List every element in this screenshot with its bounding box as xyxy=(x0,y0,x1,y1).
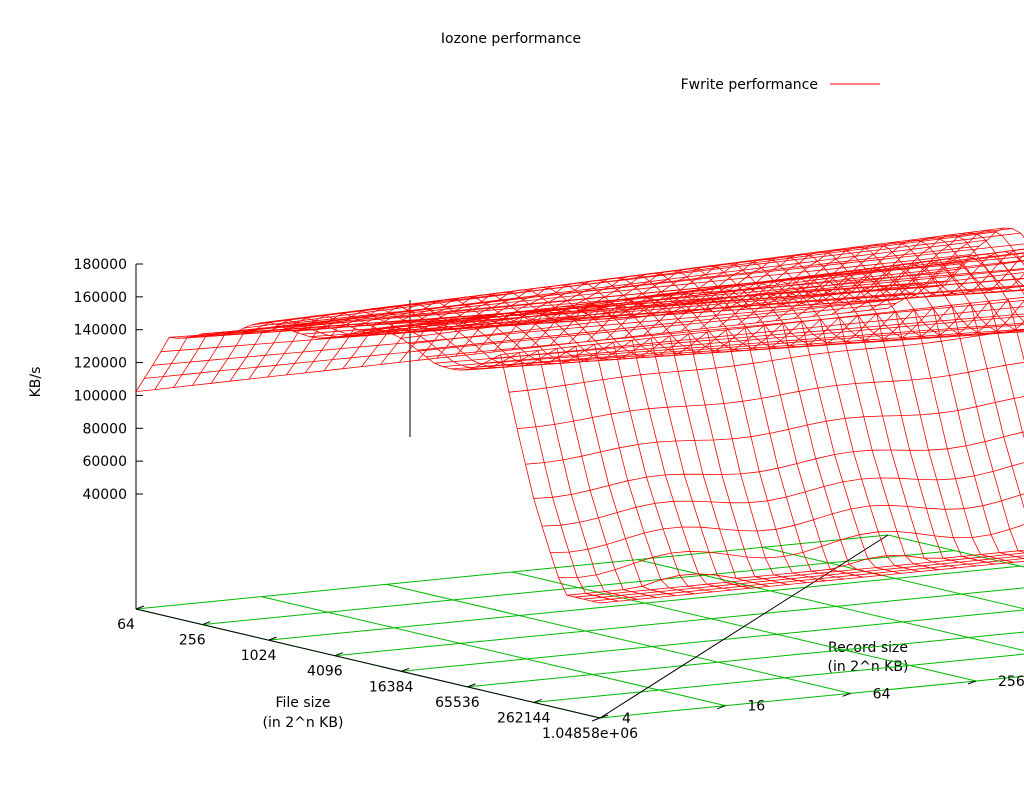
surface-line-file xyxy=(442,322,1024,367)
x-axis-label-line2: (in 2^n KB) xyxy=(263,715,344,731)
z-tick-label: 160000 xyxy=(74,290,127,306)
grid-line-file xyxy=(401,609,1024,672)
grid-line-record xyxy=(637,559,1024,652)
surface-line-file xyxy=(152,298,905,366)
surface-line-file xyxy=(550,493,1024,553)
surface-line-file xyxy=(202,271,955,335)
z-tick-label: 100000 xyxy=(74,388,127,404)
z-tick-label: 60000 xyxy=(82,454,127,470)
surface-line-file xyxy=(276,243,1024,326)
surface-line-file xyxy=(434,313,1024,364)
fwrite-surface xyxy=(135,227,1024,604)
x-tick-mark xyxy=(467,683,476,688)
z-axis-label: KB/s xyxy=(28,367,44,398)
surface-line-record xyxy=(192,314,657,598)
surface-line-file xyxy=(243,231,996,329)
surface-line-file xyxy=(541,462,1024,527)
surface-line-file xyxy=(583,555,1024,600)
surface-line-file xyxy=(566,549,1024,596)
surface-line-file xyxy=(359,260,1024,332)
x-tick-label: 1.04858e+06 xyxy=(542,726,638,742)
tick-labels: 64 256 1024 4096 16384 65536 2621441.04858e+06… xyxy=(74,257,1024,742)
surface-line-file xyxy=(492,306,1024,360)
x-tick-mark xyxy=(202,621,211,626)
grid-line-file xyxy=(599,675,1024,719)
surface-line-file xyxy=(599,560,1024,604)
x-tick-label: 65536 xyxy=(435,695,480,711)
x-tick-mark xyxy=(599,714,609,719)
grid-line-record xyxy=(261,596,726,707)
surface-line-record xyxy=(323,298,789,585)
surface-line-file xyxy=(508,329,1024,393)
y-tick-label: 64 xyxy=(873,686,891,702)
z-tick-label: 40000 xyxy=(82,487,127,503)
surface-line-file xyxy=(533,431,1024,499)
surface-line-file xyxy=(525,396,1024,465)
x-tick-label: 64 xyxy=(117,617,135,633)
surface-line-file xyxy=(417,285,1024,351)
legend-label: Fwrite performance xyxy=(681,77,818,93)
x-tick-label: 1024 xyxy=(241,648,277,664)
surface-line-record xyxy=(793,239,1024,319)
x-tick-mark xyxy=(135,605,145,610)
grid-line-file xyxy=(467,631,1024,688)
y-axis-label-line2: (in 2^n KB) xyxy=(828,659,909,675)
y-tick-mark xyxy=(967,680,977,685)
x-axis-label-line1: File size xyxy=(275,695,330,711)
surface-line-file xyxy=(558,524,1024,579)
surface-line-file xyxy=(343,277,1024,337)
surface-line-file xyxy=(401,260,1024,339)
surface-line-file xyxy=(384,248,1024,332)
surface-line-file xyxy=(268,232,1021,323)
y-tick-mark xyxy=(717,705,726,710)
surface-line-record xyxy=(511,275,977,567)
base-grid xyxy=(135,534,1024,719)
x-tick-mark xyxy=(533,698,542,703)
surface-line-file xyxy=(483,315,1024,364)
x-tick-label: 262144 xyxy=(497,710,551,726)
x-tick-label: 4096 xyxy=(307,664,343,680)
grid-line-record xyxy=(887,534,1024,568)
y-tick-mark xyxy=(591,717,601,722)
surface-line-file xyxy=(260,228,1013,324)
surface-line-file xyxy=(235,239,988,333)
surface-line-file xyxy=(591,558,1024,602)
y-tick-label: 16 xyxy=(747,699,765,715)
surface-line-file xyxy=(409,272,1024,345)
surface-line-record xyxy=(380,291,845,580)
surface-line-file xyxy=(392,252,1024,335)
z-tick-label: 120000 xyxy=(74,356,127,372)
surface-line-file xyxy=(135,307,889,392)
surface-line-file xyxy=(144,302,897,379)
surface-line-file xyxy=(218,254,971,334)
grid-line-record xyxy=(386,583,851,694)
x-tick-label: 16384 xyxy=(369,679,414,695)
x-tick-mark xyxy=(334,652,344,657)
axes xyxy=(135,264,889,719)
z-tick-label: 140000 xyxy=(74,323,127,339)
surface-line-file xyxy=(517,361,1024,430)
y-axis-label-line1: Record size xyxy=(828,640,908,656)
surface-line-file xyxy=(467,330,1024,371)
x-tick-mark xyxy=(268,636,277,641)
surface-line-record xyxy=(436,284,901,574)
x-tick-mark xyxy=(400,667,410,672)
z-tick-label: 80000 xyxy=(82,421,127,437)
y-tick-label: 4 xyxy=(622,711,631,727)
z-tick-label: 180000 xyxy=(74,257,127,273)
chart-title: Iozone performance xyxy=(441,31,581,47)
y-tick-mark xyxy=(842,692,851,697)
y-tick-label: 256 xyxy=(998,674,1024,690)
file-size-axis xyxy=(135,608,601,719)
record-size-axis xyxy=(599,534,889,719)
surface-line-record xyxy=(868,229,1024,311)
surface-line-file xyxy=(450,328,1024,370)
surface-line-file xyxy=(575,552,1024,598)
surface-line-file xyxy=(500,296,1024,355)
surface-line-record xyxy=(361,294,826,582)
surface-line-file xyxy=(475,324,1024,368)
surface-line-file xyxy=(326,289,1024,339)
x-tick-label: 256 xyxy=(179,633,206,649)
